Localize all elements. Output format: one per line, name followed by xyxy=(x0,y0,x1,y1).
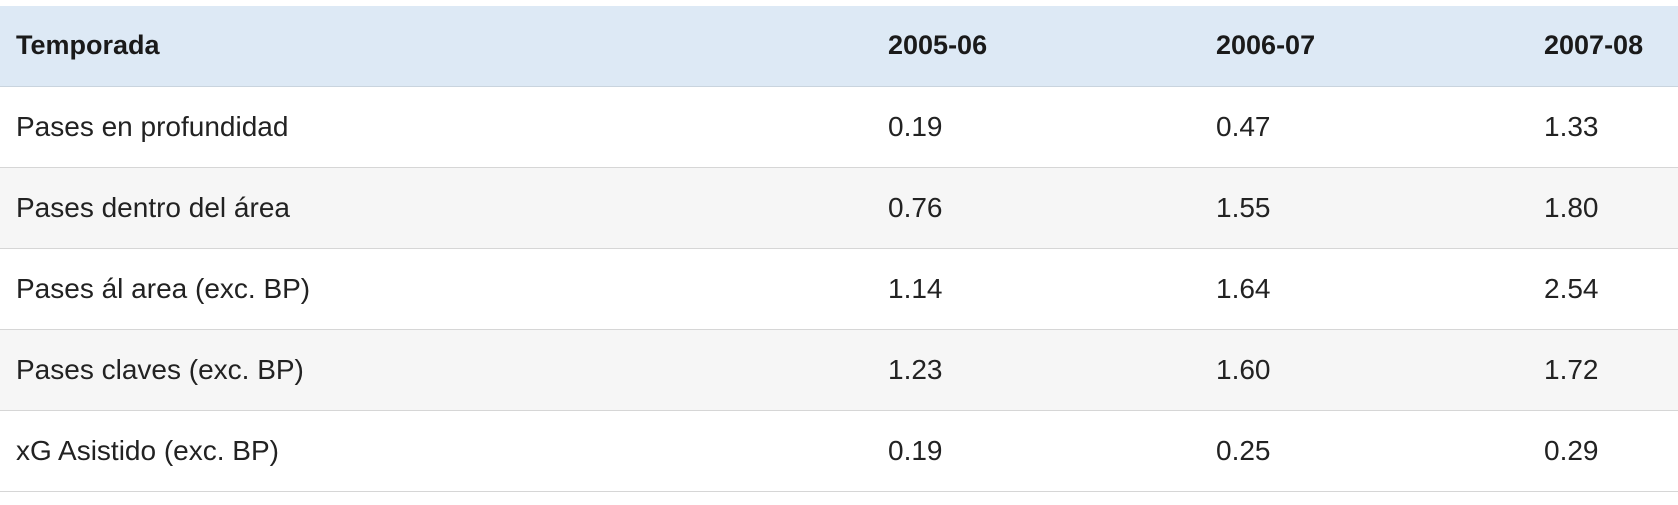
header-cell-season-1: 2005-06 xyxy=(888,30,988,61)
table-row: Pases dentro del área 0.76 1.55 1.80 xyxy=(0,167,1678,248)
row-value: 1.64 xyxy=(1216,272,1271,304)
row-label: Pases ál area (exc. BP) xyxy=(16,272,311,304)
row-value: 1.80 xyxy=(1544,191,1599,223)
row-label: Pases claves (exc. BP) xyxy=(16,353,304,385)
row-value: 1.23 xyxy=(888,353,943,385)
row-value: 0.19 xyxy=(888,110,943,142)
table-row: Pases en profundidad 0.19 0.47 1.33 xyxy=(0,86,1678,167)
row-value: 0.76 xyxy=(888,191,943,223)
row-value: 0.25 xyxy=(1216,434,1271,466)
row-value: 2.54 xyxy=(1544,272,1599,304)
row-value: 0.47 xyxy=(1216,110,1271,142)
row-label: Pases en profundidad xyxy=(16,110,289,142)
row-value: 1.14 xyxy=(888,272,943,304)
header-cell-temporada: Temporada xyxy=(16,30,160,61)
stats-table: Temporada 2005-06 2006-07 2007-08 Pases … xyxy=(0,6,1678,492)
row-value: 0.29 xyxy=(1544,434,1599,466)
row-value: 0.19 xyxy=(888,434,943,466)
row-value: 1.72 xyxy=(1544,353,1599,385)
row-value: 1.60 xyxy=(1216,353,1271,385)
table-header: Temporada 2005-06 2006-07 2007-08 xyxy=(0,6,1678,86)
table-row: Pases claves (exc. BP) 1.23 1.60 1.72 xyxy=(0,329,1678,410)
header-cell-season-2: 2006-07 xyxy=(1216,30,1316,61)
header-row: Temporada 2005-06 2006-07 2007-08 xyxy=(0,6,1678,86)
row-value: 1.55 xyxy=(1216,191,1271,223)
row-value: 1.33 xyxy=(1544,110,1599,142)
header-cell-season-3: 2007-08 xyxy=(1544,30,1644,61)
row-label: Pases dentro del área xyxy=(16,191,290,223)
table-row: Pases ál area (exc. BP) 1.14 1.64 2.54 xyxy=(0,248,1678,329)
row-label: xG Asistido (exc. BP) xyxy=(16,434,279,466)
table-body: Pases en profundidad 0.19 0.47 1.33 Pase… xyxy=(0,86,1678,491)
table-row: xG Asistido (exc. BP) 0.19 0.25 0.29 xyxy=(0,410,1678,491)
